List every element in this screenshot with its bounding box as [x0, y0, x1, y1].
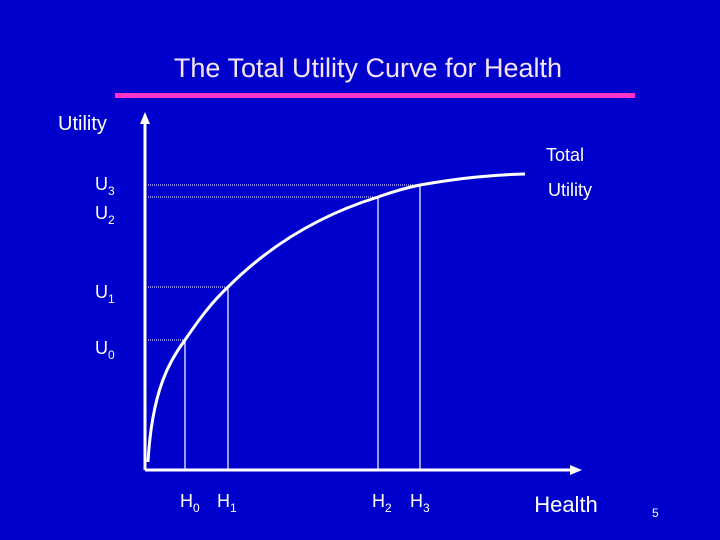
x-axis-label: Health — [534, 492, 598, 517]
x-level-label-subscript: 0 — [193, 501, 200, 515]
x-level-label: H1 — [217, 491, 237, 515]
y-level-label-base: U — [95, 282, 108, 302]
y-axis-label: Utility — [58, 113, 107, 135]
x-level-label: H3 — [410, 491, 430, 515]
x-level-label: H2 — [372, 491, 392, 515]
y-level-label: U1 — [95, 282, 115, 306]
y-level-label-subscript: 3 — [108, 184, 115, 198]
y-level-label: U0 — [95, 338, 115, 362]
x-level-label-subscript: 2 — [385, 501, 392, 515]
x-level-label-subscript: 1 — [230, 501, 237, 515]
x-level-label-base: H — [372, 491, 385, 511]
x-levels: H0 H1 H2 H3 — [180, 491, 430, 515]
y-arrow — [140, 112, 150, 124]
y-level-label: U3 — [95, 174, 115, 198]
y-level-label-subscript: 2 — [108, 213, 115, 227]
y-level-label-base: U — [95, 174, 108, 194]
y-level-label-subscript: 0 — [108, 348, 115, 362]
y-level-label: U2 — [95, 203, 115, 227]
x-level-label-base: H — [410, 491, 423, 511]
drop-lines — [184, 185, 421, 470]
y-level-label-base: U — [95, 203, 108, 223]
curve-label: Utility — [548, 180, 592, 200]
utility-curve — [146, 172, 526, 463]
guides — [148, 184, 420, 341]
title: The Total Utility Curve for Health — [174, 53, 562, 83]
curve-label: Total — [546, 145, 584, 165]
page-number: 5 — [652, 506, 659, 520]
y-level-label-base: U — [95, 338, 108, 358]
x-level-label: H0 — [180, 491, 200, 515]
x-arrow — [570, 465, 582, 475]
x-level-label-base: H — [180, 491, 193, 511]
title-underline — [115, 93, 635, 98]
x-level-label-subscript: 3 — [423, 501, 430, 515]
y-level-label-subscript: 1 — [108, 292, 115, 306]
x-level-label-base: H — [217, 491, 230, 511]
